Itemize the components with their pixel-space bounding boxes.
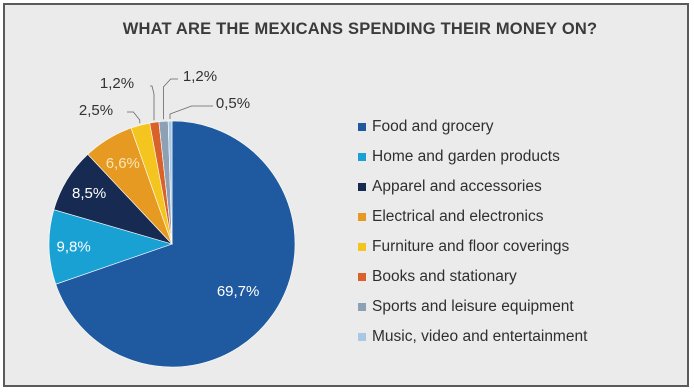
legend-item-food-and-grocery: Food and grocery — [358, 117, 587, 147]
data-label-sports-and-leisure-equipment: 1,2% — [183, 68, 217, 85]
data-label-music-video-and-entertainment: 0,5% — [216, 95, 250, 112]
legend-swatch — [358, 333, 366, 341]
chart-title: WHAT ARE THE MEXICANS SPENDING THEIR MON… — [122, 20, 598, 38]
leader-line-furniture-and-floor-coverings — [127, 111, 141, 124]
pie-slice-music-video-and-entertainment — [167, 120, 173, 245]
data-label-home-and-garden-products: 9,8% — [56, 239, 90, 256]
legend-item-sports-and-leisure-equipment: Sports and leisure equipment — [358, 297, 587, 327]
pie-slices — [48, 120, 296, 368]
legend-swatch — [358, 303, 366, 311]
legend-item-electrical-and-electronics: Electrical and electronics — [358, 207, 587, 237]
legend-item-books-and-stationary: Books and stationary — [358, 267, 587, 297]
leader-line-sports-and-leisure-equipment — [162, 78, 178, 120]
legend-label: Furniture and floor coverings — [372, 238, 570, 255]
legend-swatch — [358, 213, 366, 221]
legend-item-home-and-garden-products: Home and garden products — [358, 147, 587, 177]
legend-label: Sports and leisure equipment — [372, 298, 574, 315]
data-label-apparel-and-accessories: 8,5% — [72, 185, 106, 202]
legend-swatch — [358, 123, 366, 131]
data-label-electrical-and-electronics: 6,6% — [106, 155, 140, 172]
leader-line-books-and-stationary — [150, 85, 155, 121]
pie-slice-home-and-garden-products — [48, 209, 173, 285]
data-labels: 69,7% 9,8% 8,5%6,6% 2,5% 1,2% 1,2% 0,5% — [56, 68, 259, 300]
chart-legend: Food and grocery Home and garden products… — [358, 117, 587, 357]
legend-label: Food and grocery — [372, 118, 494, 135]
legend-label: Books and stationary — [372, 268, 517, 285]
label-leader-lines — [127, 78, 213, 124]
data-label-books-and-stationary: 1,2% — [100, 75, 134, 92]
legend-swatch — [358, 273, 366, 281]
legend-label: Music, video and entertainment — [372, 328, 588, 345]
legend-item-furniture-and-floor-coverings: Furniture and floor coverings — [358, 237, 587, 267]
legend-swatch — [358, 153, 366, 161]
leader-line-music-video-and-entertainment — [169, 105, 213, 119]
legend-item-music-video-and-entertainment: Music, video and entertainment — [358, 327, 587, 357]
legend-label: Home and garden products — [372, 148, 560, 165]
pie-slice-food-and-grocery — [55, 120, 296, 368]
data-label-furniture-and-floor-coverings: 2,5% — [79, 102, 113, 119]
legend-label: Electrical and electronics — [372, 208, 544, 225]
data-label-food-and-grocery: 69,7% — [217, 283, 260, 300]
legend-swatch — [358, 243, 366, 251]
legend-item-apparel-and-accessories: Apparel and accessories — [358, 177, 587, 207]
legend-swatch — [358, 183, 366, 191]
legend-label: Apparel and accessories — [372, 178, 542, 195]
